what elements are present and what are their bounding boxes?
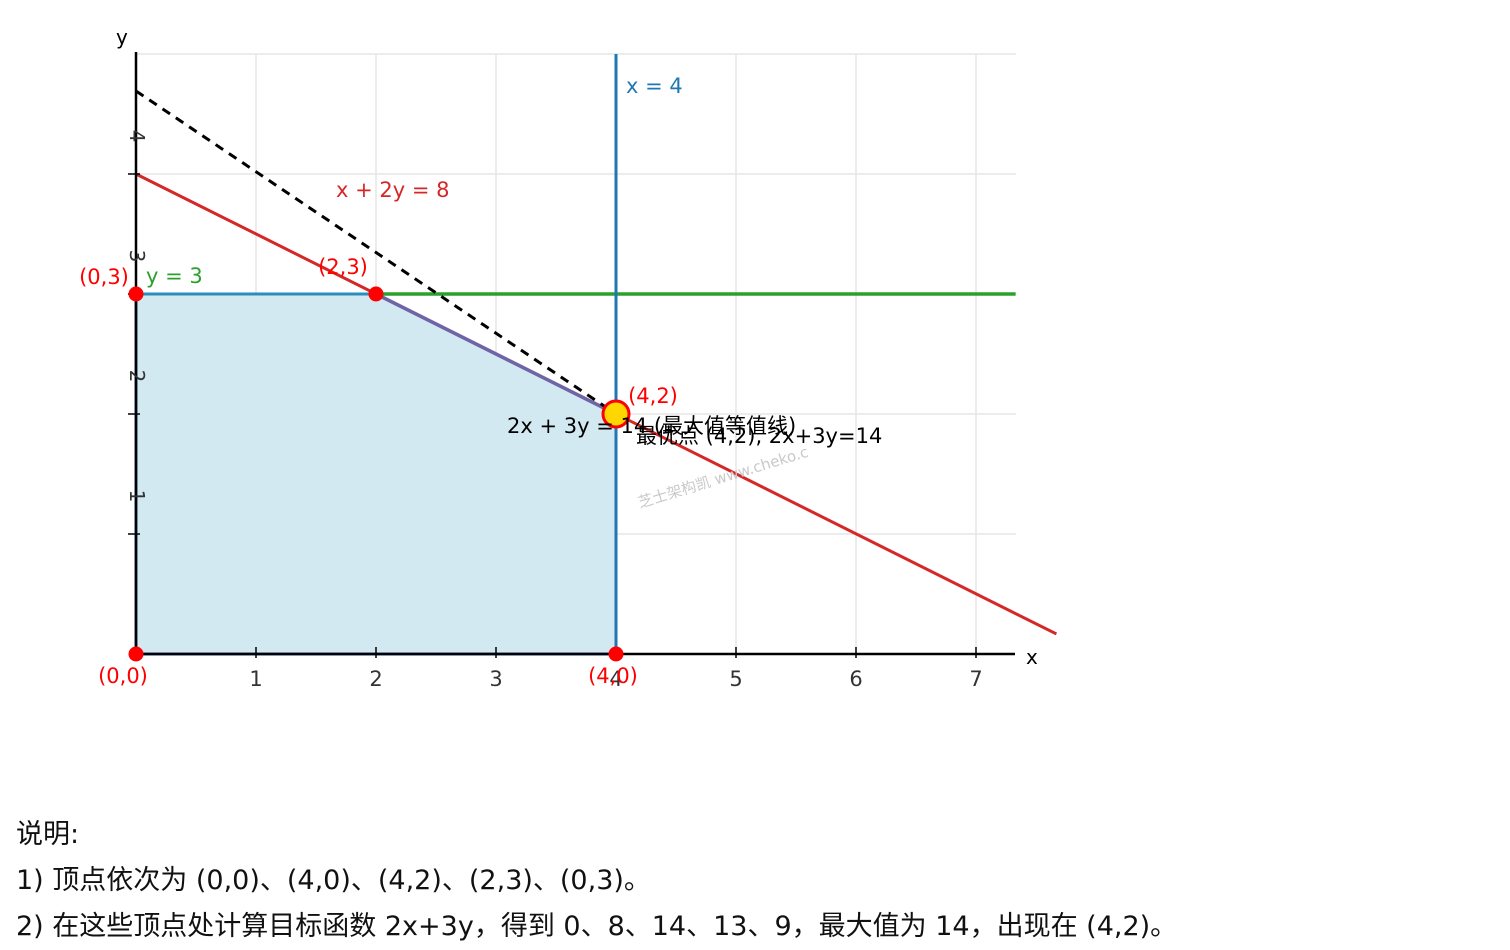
vertex-point [608,646,624,662]
linear-programming-chart: x y 1 2 3 4 5 6 7 1 2 3 4 x + 2y = 8 y = 3 x = 4 芝士架构凯 … [79,25,1058,691]
x-tick-label: 7 [969,667,982,691]
label-x-4: x = 4 [626,74,683,98]
label-y-3: y = 3 [146,264,203,288]
optimum-point [601,399,631,429]
notes-title: 说明: [16,819,80,850]
x-axis-label: x [1026,645,1038,669]
vertex-label: (4,0) [588,664,638,688]
vertex-points [128,286,631,662]
vertex-label: (0,3) [79,265,129,289]
y-tick-label: 1 [125,490,149,503]
vertex-label: (0,0) [98,664,148,688]
notes-section: 说明: 1) 顶点依次为 (0,0)、(4,0)、(4,2)、(2,3)、(0,… [16,812,1177,950]
objective-line [135,89,617,416]
objective-line-label: 2x + 3y = 14 (最大值等值线) [507,414,796,438]
region-edge-diagonal [375,292,617,416]
x-tick-label: 2 [369,667,382,691]
feasible-region [136,294,616,654]
x-tick-label: 4 [609,667,622,691]
vertex-point [368,286,384,302]
vertex-point [128,286,144,302]
vertex-label: (2,3) [318,255,368,279]
x-tick-label: 6 [849,667,862,691]
notes-line-1: 1) 顶点依次为 (0,0)、(4,0)、(4,2)、(2,3)、(0,3)。 [16,865,651,896]
axes: x y 1 2 3 4 5 6 7 1 2 3 4 [116,25,1038,691]
y-tick-label: 4 [125,130,149,143]
vertex-point [128,646,144,662]
x-tick-label: 5 [729,667,742,691]
label-x-plus-2y: x + 2y = 8 [336,178,449,202]
optimum-label: 最优点 (4,2), 2x+3y=14 [636,424,882,448]
y-tick-label: 3 [125,250,149,263]
watermark-text: 芝士架构凯 www.cheko.c [636,443,811,512]
vertex-label: (4,2) [628,384,678,408]
y-tick-label: 2 [125,370,149,383]
x-tick-label: 3 [489,667,502,691]
y-axis-label: y [116,25,128,49]
x-tick-label: 1 [249,667,262,691]
notes-line-2: 2) 在这些顶点处计算目标函数 2x+3y，得到 0、8、14、13、9，最大值… [16,911,1178,942]
